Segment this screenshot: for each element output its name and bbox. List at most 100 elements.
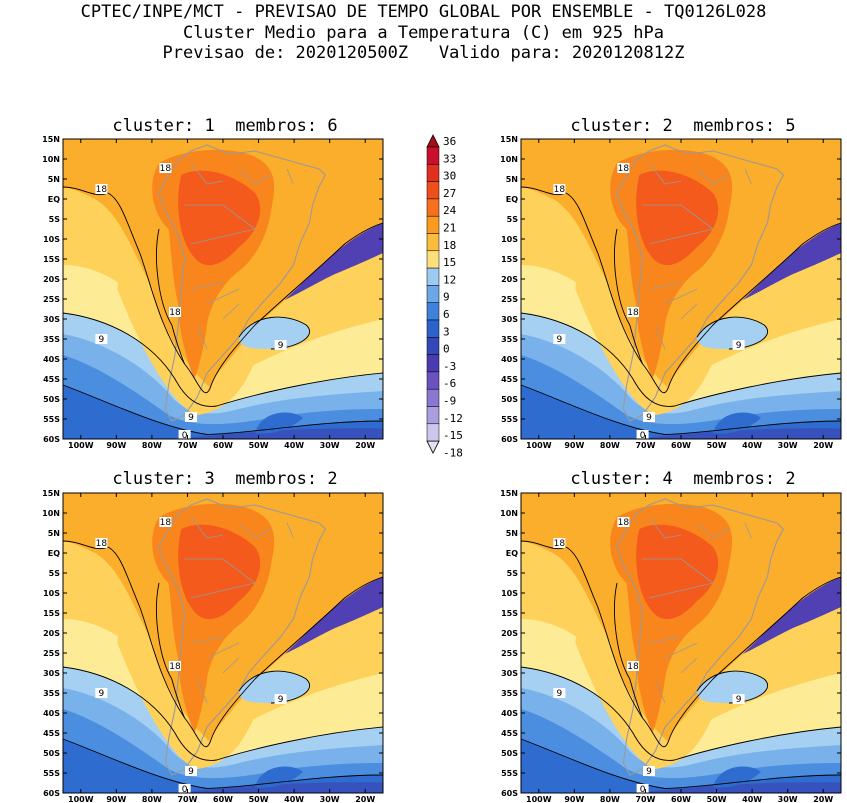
colorbar-label: 9 <box>443 291 450 304</box>
isotherm-label: 9 <box>278 695 284 705</box>
isotherm-label-box <box>643 766 655 776</box>
lat-label: 15N <box>42 135 60 144</box>
colorbar-label: -9 <box>443 395 456 408</box>
isotherm-line <box>238 670 310 704</box>
isotherm-label-box <box>643 412 655 422</box>
lat-label: 5S <box>507 215 519 224</box>
lat-label: 30S <box>43 315 60 324</box>
map-panel-2: 181818999015N10N5NEQ5S10S15S20S25S30S35S… <box>500 135 842 450</box>
temperature-band <box>633 782 841 793</box>
temperature-band <box>178 524 261 620</box>
lat-label: 20S <box>501 275 518 284</box>
lon-label: 100W <box>526 795 552 803</box>
colorbar-swatch <box>426 164 440 182</box>
isotherm-label: 9 <box>646 767 652 777</box>
colorbar-label: 18 <box>443 239 456 252</box>
colorbar-label: -3 <box>443 360 456 373</box>
coastline <box>158 144 327 422</box>
lat-label: 5S <box>49 215 61 224</box>
isotherm-line <box>62 738 384 789</box>
isotherm-line <box>520 186 643 365</box>
lat-label: 40S <box>43 709 60 718</box>
lat-label: 10S <box>501 589 518 598</box>
isotherm-line <box>156 228 186 365</box>
colorbar-swatch <box>426 198 440 217</box>
lon-label: 50W <box>249 795 269 803</box>
lon-label: 30W <box>320 795 340 803</box>
lat-label: 5N <box>48 175 60 184</box>
isotherm-label: 0 <box>182 785 188 795</box>
isotherm-line <box>520 540 643 719</box>
isotherm-label-box <box>185 412 197 422</box>
isotherm-line <box>696 670 768 704</box>
lat-label: 10N <box>42 155 60 164</box>
lon-label: 90W <box>564 795 584 803</box>
lat-label: 30S <box>501 669 518 678</box>
coastline <box>616 498 785 776</box>
colorbar-label: -6 <box>443 377 456 390</box>
lat-label: 15S <box>501 255 518 264</box>
country-borders <box>642 516 752 704</box>
colorbar-label: -12 <box>443 412 463 425</box>
lat-label: 15N <box>500 489 518 498</box>
isotherm-label: 0 <box>640 431 646 441</box>
isotherm-label: 9 <box>557 689 563 699</box>
temperature-band <box>239 671 310 703</box>
isotherm-label-box <box>553 688 566 698</box>
isotherm-label-box <box>553 184 566 194</box>
isotherm-line <box>62 186 185 365</box>
isotherm-line <box>520 384 842 435</box>
lon-label: 40W <box>742 795 762 803</box>
isotherm-label-box <box>178 430 191 440</box>
lat-label: 5S <box>49 569 61 578</box>
lat-label: 35S <box>501 335 518 344</box>
lon-label: 70W <box>177 795 197 803</box>
isotherm-line <box>614 582 644 719</box>
lat-label: 30S <box>43 669 60 678</box>
isotherm-line <box>209 222 384 389</box>
isotherm-label: 9 <box>99 335 105 345</box>
lon-label: 50W <box>249 441 269 450</box>
isotherm-label-box <box>178 784 191 794</box>
colorbar-label: 12 <box>443 273 456 286</box>
lat-label: 45S <box>43 729 60 738</box>
isotherm-label: 9 <box>278 341 284 351</box>
lon-label: 90W <box>106 441 126 450</box>
lat-label: 35S <box>501 689 518 698</box>
isotherm-line <box>62 312 384 407</box>
isotherm-label-box <box>95 538 108 548</box>
lon-label: 90W <box>564 441 584 450</box>
lat-label: 20S <box>43 629 60 638</box>
colorbar-label: 21 <box>443 222 456 235</box>
temperature-band <box>713 412 761 434</box>
isotherm-label: 18 <box>554 539 566 549</box>
lat-label: 15N <box>42 489 60 498</box>
isotherm-line <box>520 738 842 789</box>
lon-label: 70W <box>635 795 655 803</box>
isotherm-label: 18 <box>169 308 181 318</box>
lon-label: 80W <box>600 441 620 450</box>
isotherm-line <box>209 576 384 743</box>
lat-label: 50S <box>501 749 518 758</box>
isotherm-label: 9 <box>646 413 652 423</box>
colorbar-label: 33 <box>443 152 456 165</box>
isotherm-line <box>696 316 768 350</box>
isotherm-label-box <box>169 307 181 317</box>
temperature-band <box>175 428 383 439</box>
lon-label: 20W <box>813 795 833 803</box>
lat-label: 50S <box>43 395 60 404</box>
lat-label: 50S <box>43 749 60 758</box>
colorbar-swatch <box>426 371 440 390</box>
lon-label: 60W <box>671 441 691 450</box>
isotherm-label-box <box>95 334 108 344</box>
lon-label: 60W <box>213 795 233 803</box>
lon-label: 60W <box>671 795 691 803</box>
lat-label: EQ <box>506 195 518 204</box>
lat-label: 10N <box>42 509 60 518</box>
lon-label: 20W <box>355 795 375 803</box>
colorbar-top-arrow <box>426 134 440 148</box>
colorbar-label: 0 <box>443 343 450 356</box>
isotherm-label-box <box>636 784 649 794</box>
isotherm-label-box <box>627 661 639 671</box>
